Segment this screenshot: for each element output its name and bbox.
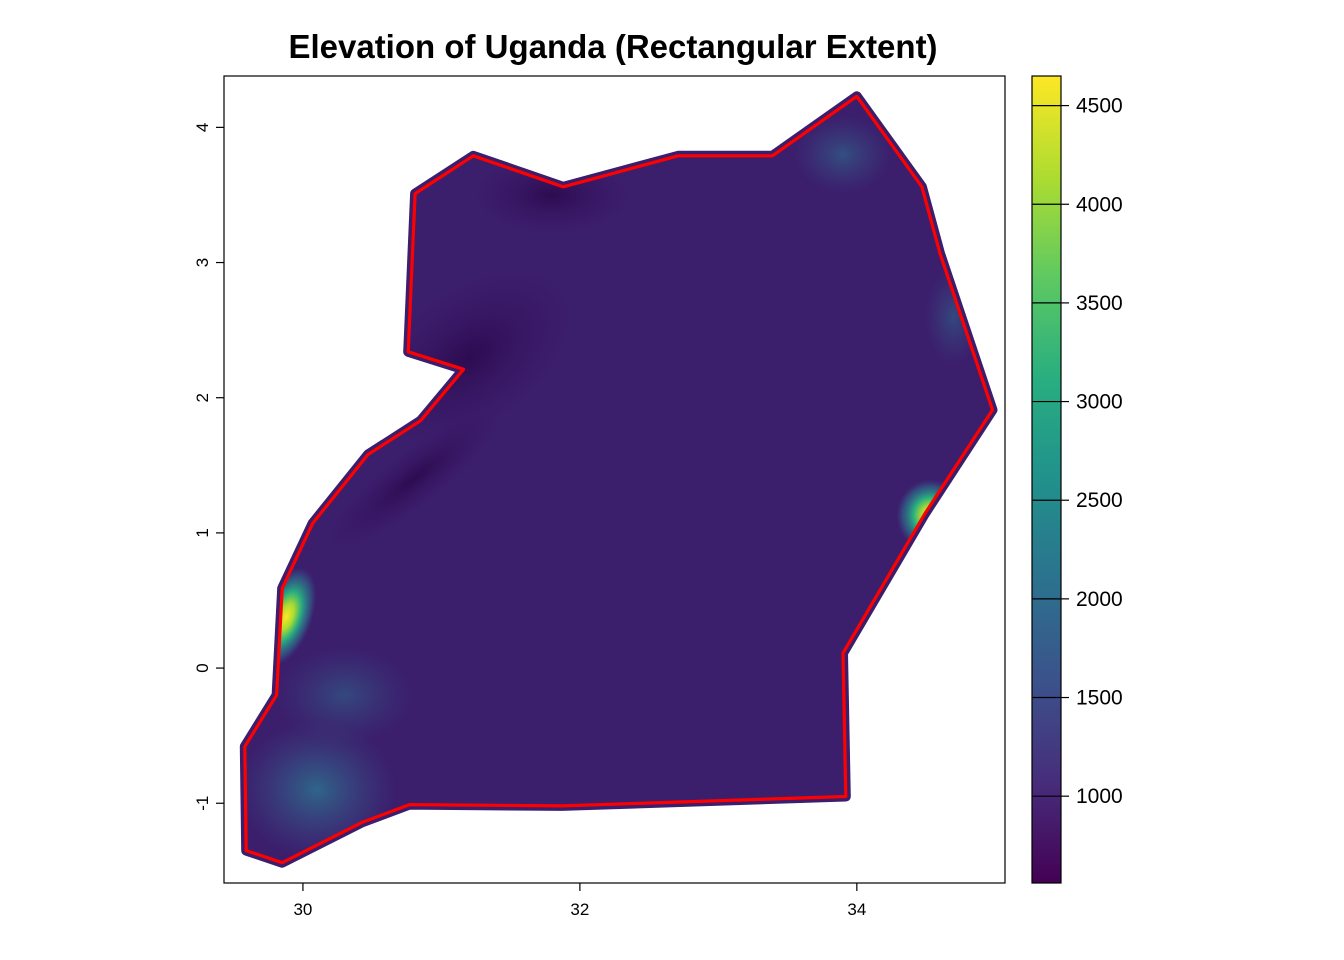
colorbar — [1031, 75, 1062, 884]
y-tick-label: -1 — [193, 796, 212, 811]
y-tick-label: 2 — [193, 393, 212, 402]
chart-title: Elevation of Uganda (Rectangular Extent) — [288, 28, 937, 65]
boundary-outline — [243, 94, 995, 865]
colorbar-ticks: 1000 1500 2000 2500 3000 3500 4000 4500 — [1032, 95, 1123, 808]
y-axis: -1 0 1 2 3 4 — [193, 123, 224, 811]
colorbar-tick-label: 1500 — [1076, 687, 1123, 710]
x-tick-label: 32 — [570, 900, 589, 919]
peak-mount-elgon — [896, 479, 965, 552]
colorbar-tick-label: 4500 — [1076, 95, 1123, 118]
lake-albert-lowland — [325, 407, 503, 551]
colorbar-tick-label: 2500 — [1076, 489, 1123, 512]
colorbar-tick-label: 2000 — [1076, 588, 1123, 611]
plot-frame — [223, 75, 1006, 884]
northern-highland — [792, 114, 893, 195]
y-tick-label: 4 — [193, 123, 212, 132]
colorbar-tick-label: 3000 — [1076, 391, 1123, 414]
y-tick-label: 1 — [193, 528, 212, 537]
x-tick-label: 34 — [847, 900, 866, 919]
boundary-layer — [243, 94, 995, 865]
colorbar-tick-label: 1000 — [1076, 785, 1123, 808]
nile-valley-lowland — [472, 154, 633, 235]
y-tick-label: 3 — [193, 258, 212, 267]
ankole-plateau — [274, 645, 415, 746]
elevation-raster — [239, 91, 998, 868]
colorbar-tick-label: 3500 — [1076, 292, 1123, 315]
x-axis: 30 32 34 — [293, 883, 866, 919]
y-tick-label: 0 — [193, 663, 212, 672]
colorbar-tick-label: 4000 — [1076, 193, 1123, 216]
x-tick-label: 30 — [293, 900, 312, 919]
